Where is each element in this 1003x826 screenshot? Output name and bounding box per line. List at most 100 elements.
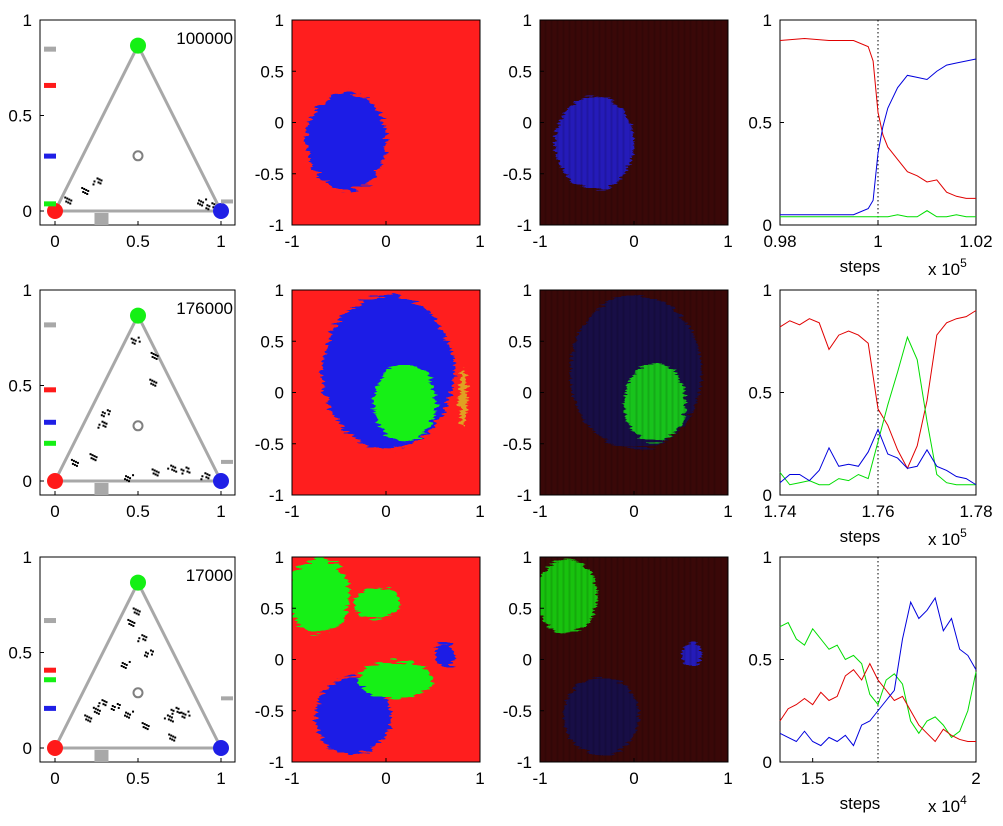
cluster-dot — [110, 707, 113, 710]
cluster-dot — [142, 726, 145, 729]
cluster-dot — [81, 186, 84, 189]
cluster-dot — [90, 457, 93, 460]
cluster-dot — [169, 719, 172, 722]
y-tick-label: 0.5 — [260, 332, 284, 351]
cluster-dot — [86, 715, 89, 718]
x-tick-label: 2 — [971, 769, 980, 788]
cluster-dot — [70, 458, 73, 461]
y-tick-label: 1 — [523, 281, 532, 300]
cluster-dot — [134, 608, 137, 611]
cluster-dot — [97, 181, 100, 184]
cluster-dot — [106, 409, 109, 412]
cluster-dot — [95, 456, 98, 459]
cluster-dot — [137, 640, 140, 643]
x-tick-label: 0 — [50, 502, 59, 521]
cluster-dots — [180, 466, 191, 475]
cluster-dots — [124, 474, 135, 483]
map-region-blue — [555, 96, 635, 190]
cluster-dot — [104, 704, 107, 707]
cluster-dot — [126, 715, 129, 718]
y-tick-label: 1 — [23, 11, 32, 30]
left-marker-blue — [44, 419, 56, 425]
y-tick-label: -0.5 — [255, 435, 284, 454]
cluster-dot — [152, 472, 155, 475]
left-marker-red — [44, 387, 56, 393]
cluster-dot — [180, 468, 183, 471]
cluster-dots — [143, 649, 154, 658]
x-scale-multiplier: x 104 — [928, 793, 967, 816]
series-line-green — [780, 210, 976, 218]
cluster-dot — [102, 703, 105, 706]
cluster-dots — [180, 710, 191, 719]
x-tick-label: 0.5 — [126, 769, 150, 788]
cluster-dot — [84, 714, 87, 717]
cluster-dot — [144, 727, 147, 730]
cluster-dot — [182, 469, 185, 472]
vertex-marker-green — [130, 37, 146, 54]
x-tick-label: 1 — [475, 502, 484, 521]
map-region-green — [353, 587, 401, 619]
cluster-dot — [98, 709, 101, 712]
cluster-dot — [146, 728, 149, 731]
cluster-dot — [68, 198, 71, 201]
y-tick-label: 0 — [763, 486, 772, 505]
map-hard-panel-0: -1 0 1 -1 -0.5 0 0.5 1 — [255, 11, 485, 251]
cluster-dot — [174, 736, 177, 739]
vertex-marker-green — [130, 574, 146, 591]
vertex-marker-red — [47, 203, 63, 219]
y-tick-label: 0 — [523, 651, 532, 670]
y-tick-label: 0.5 — [508, 599, 532, 618]
cluster-dot — [143, 723, 146, 726]
cluster-dot — [104, 425, 107, 428]
cluster-dot — [92, 183, 95, 186]
cluster-dot — [133, 611, 136, 614]
right-marker-gray — [221, 459, 233, 464]
cluster-dot — [206, 473, 209, 476]
cluster-dot — [118, 703, 121, 706]
cluster-dot — [155, 381, 158, 384]
x-tick-label: 0 — [50, 232, 59, 251]
cluster-dot — [69, 202, 72, 205]
cluster-dots — [149, 378, 158, 387]
y-tick-label: -1 — [269, 486, 284, 505]
cluster-dot — [84, 191, 87, 194]
cluster-dot — [169, 737, 172, 740]
cluster-dots — [84, 714, 93, 723]
cluster-dot — [154, 473, 157, 476]
cluster-dot — [200, 478, 203, 481]
map-region-blue — [307, 91, 386, 191]
cluster-dot — [168, 715, 171, 718]
x-tick-label: -1 — [532, 232, 547, 251]
cluster-dot — [105, 422, 108, 425]
x-tick-label: 0 — [381, 502, 390, 521]
cluster-dot — [173, 469, 176, 472]
vertex-marker-red — [47, 740, 63, 756]
cluster-dot — [89, 453, 92, 456]
cluster-dot — [95, 711, 98, 714]
cluster-dot — [132, 624, 135, 627]
cluster-dot — [172, 465, 175, 468]
y-tick-label: 1 — [23, 548, 32, 567]
cluster-dot — [101, 420, 104, 423]
y-tick-label: -1 — [269, 216, 284, 235]
cluster-dot — [93, 710, 96, 713]
left-marker-blue — [44, 705, 56, 711]
cluster-dot — [107, 413, 110, 416]
cluster-dot — [70, 199, 73, 202]
cluster-dot — [141, 634, 144, 637]
cluster-dot — [147, 725, 150, 728]
cluster-dot — [130, 337, 133, 340]
left-marker-green — [44, 201, 56, 207]
cluster-dot — [64, 196, 67, 199]
x-tick-label: 1 — [723, 769, 732, 788]
cluster-dot — [132, 607, 135, 610]
cluster-dot — [167, 718, 170, 721]
cluster-dot — [153, 469, 156, 472]
cluster-dot — [137, 336, 140, 339]
x-tick-label: 1.78 — [959, 502, 992, 521]
cluster-dot — [206, 204, 209, 207]
y-tick-label: 0.5 — [260, 62, 284, 81]
map-image — [292, 290, 480, 495]
simplex-panel-2: 0 0.5 1 0 0.5 1 17000 — [8, 548, 236, 788]
y-tick-label: 1 — [523, 548, 532, 567]
